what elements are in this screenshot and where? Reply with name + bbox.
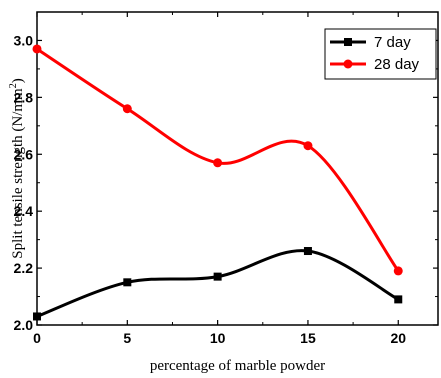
y-axis-title-superscript: 2 xyxy=(8,83,19,88)
x-axis-title: percentage of marble powder xyxy=(150,358,325,374)
y-tick-label: 3.0 xyxy=(14,32,34,48)
y-tick-label: 2.4 xyxy=(14,203,34,219)
y-axis-title-main: Split tensile strength (N/mm xyxy=(10,88,26,259)
legend-marker-7-day xyxy=(344,38,352,46)
y-axis-ticks: 2.0 2.2 2.4 2.6 2.8 3.0 xyxy=(14,32,438,333)
x-tick-label: 15 xyxy=(300,330,316,346)
x-tick-label: 20 xyxy=(390,330,406,346)
y-tick-label: 2.8 xyxy=(14,89,34,105)
y-tick-label: 2.2 xyxy=(14,260,34,276)
data-point-7-day xyxy=(303,247,312,256)
legend-label-28-day: 28 day xyxy=(374,56,420,73)
x-axis-ticks: 0 5 10 15 20 xyxy=(33,12,406,346)
y-tick-label: 2.0 xyxy=(14,317,34,333)
data-point-28-day xyxy=(393,266,403,276)
plot-frame xyxy=(36,11,439,326)
data-point-28-day xyxy=(303,141,313,151)
data-point-28-day xyxy=(213,158,223,168)
x-tick-label: 5 xyxy=(123,330,131,346)
x-tick-label: 10 xyxy=(210,330,226,346)
data-point-7-day xyxy=(394,295,403,304)
data-point-28-day xyxy=(122,104,132,114)
legend-box xyxy=(324,28,437,80)
y-axis-title: Split tensile strength (N/mm2) xyxy=(8,78,26,258)
legend: 7 day 28 day xyxy=(324,28,437,80)
data-point-7-day xyxy=(213,272,222,281)
legend-label-7-day: 7 day xyxy=(374,34,411,51)
y-tick-label: 2.6 xyxy=(14,146,34,162)
legend-marker-28-day xyxy=(343,59,353,69)
x-tick-label: 0 xyxy=(33,330,41,346)
series-layer xyxy=(32,44,403,321)
y-axis-title-close: ) xyxy=(10,78,26,83)
series-line-7-day xyxy=(36,249,399,318)
data-point-28-day xyxy=(32,44,42,54)
data-point-7-day xyxy=(33,312,41,321)
data-point-7-day xyxy=(123,278,132,287)
